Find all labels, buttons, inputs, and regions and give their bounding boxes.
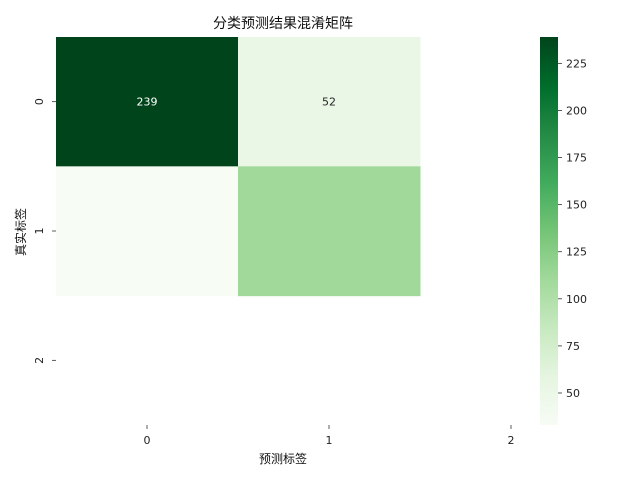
colorbar — [540, 37, 558, 425]
cell-value-label: 239 — [137, 96, 158, 109]
y-axis-label: 真实标签 — [13, 208, 28, 256]
colorbar-tick-label: 125 — [566, 246, 587, 259]
y-axis-ticks: 0 1 2 — [33, 98, 56, 364]
colorbar-tick-label: 100 — [566, 293, 587, 306]
y-tick-label: 1 — [33, 228, 46, 235]
x-axis-ticks: 0 1 2 — [144, 425, 515, 447]
colorbar-tick-label: 150 — [566, 199, 587, 212]
colorbar-tick-label: 175 — [566, 152, 587, 165]
y-tick-label: 2 — [33, 357, 46, 364]
heatmap-cell — [56, 37, 239, 167]
colorbar-ticks: 50 75 100 125 150 175 200 225 — [558, 57, 587, 400]
x-tick-label: 1 — [326, 434, 333, 447]
x-tick-label: 2 — [508, 434, 515, 447]
heatmap-cell — [56, 166, 239, 297]
chart-title: 分类预测结果混淆矩阵 — [213, 16, 353, 32]
heatmap-cell — [238, 37, 421, 167]
x-tick-label: 0 — [144, 434, 151, 447]
colorbar-tick-label: 75 — [566, 340, 580, 353]
colorbar-tick-label: 50 — [566, 387, 580, 400]
colorbar-tick-label: 225 — [566, 57, 587, 70]
colorbar-tick-label: 200 — [566, 104, 587, 117]
y-tick-label: 0 — [33, 98, 46, 105]
x-axis-label: 预测标签 — [259, 451, 307, 466]
heatmap-cells: 239 52 — [56, 37, 421, 297]
heatmap-cell — [238, 166, 421, 297]
cell-value-label: 52 — [322, 96, 336, 109]
